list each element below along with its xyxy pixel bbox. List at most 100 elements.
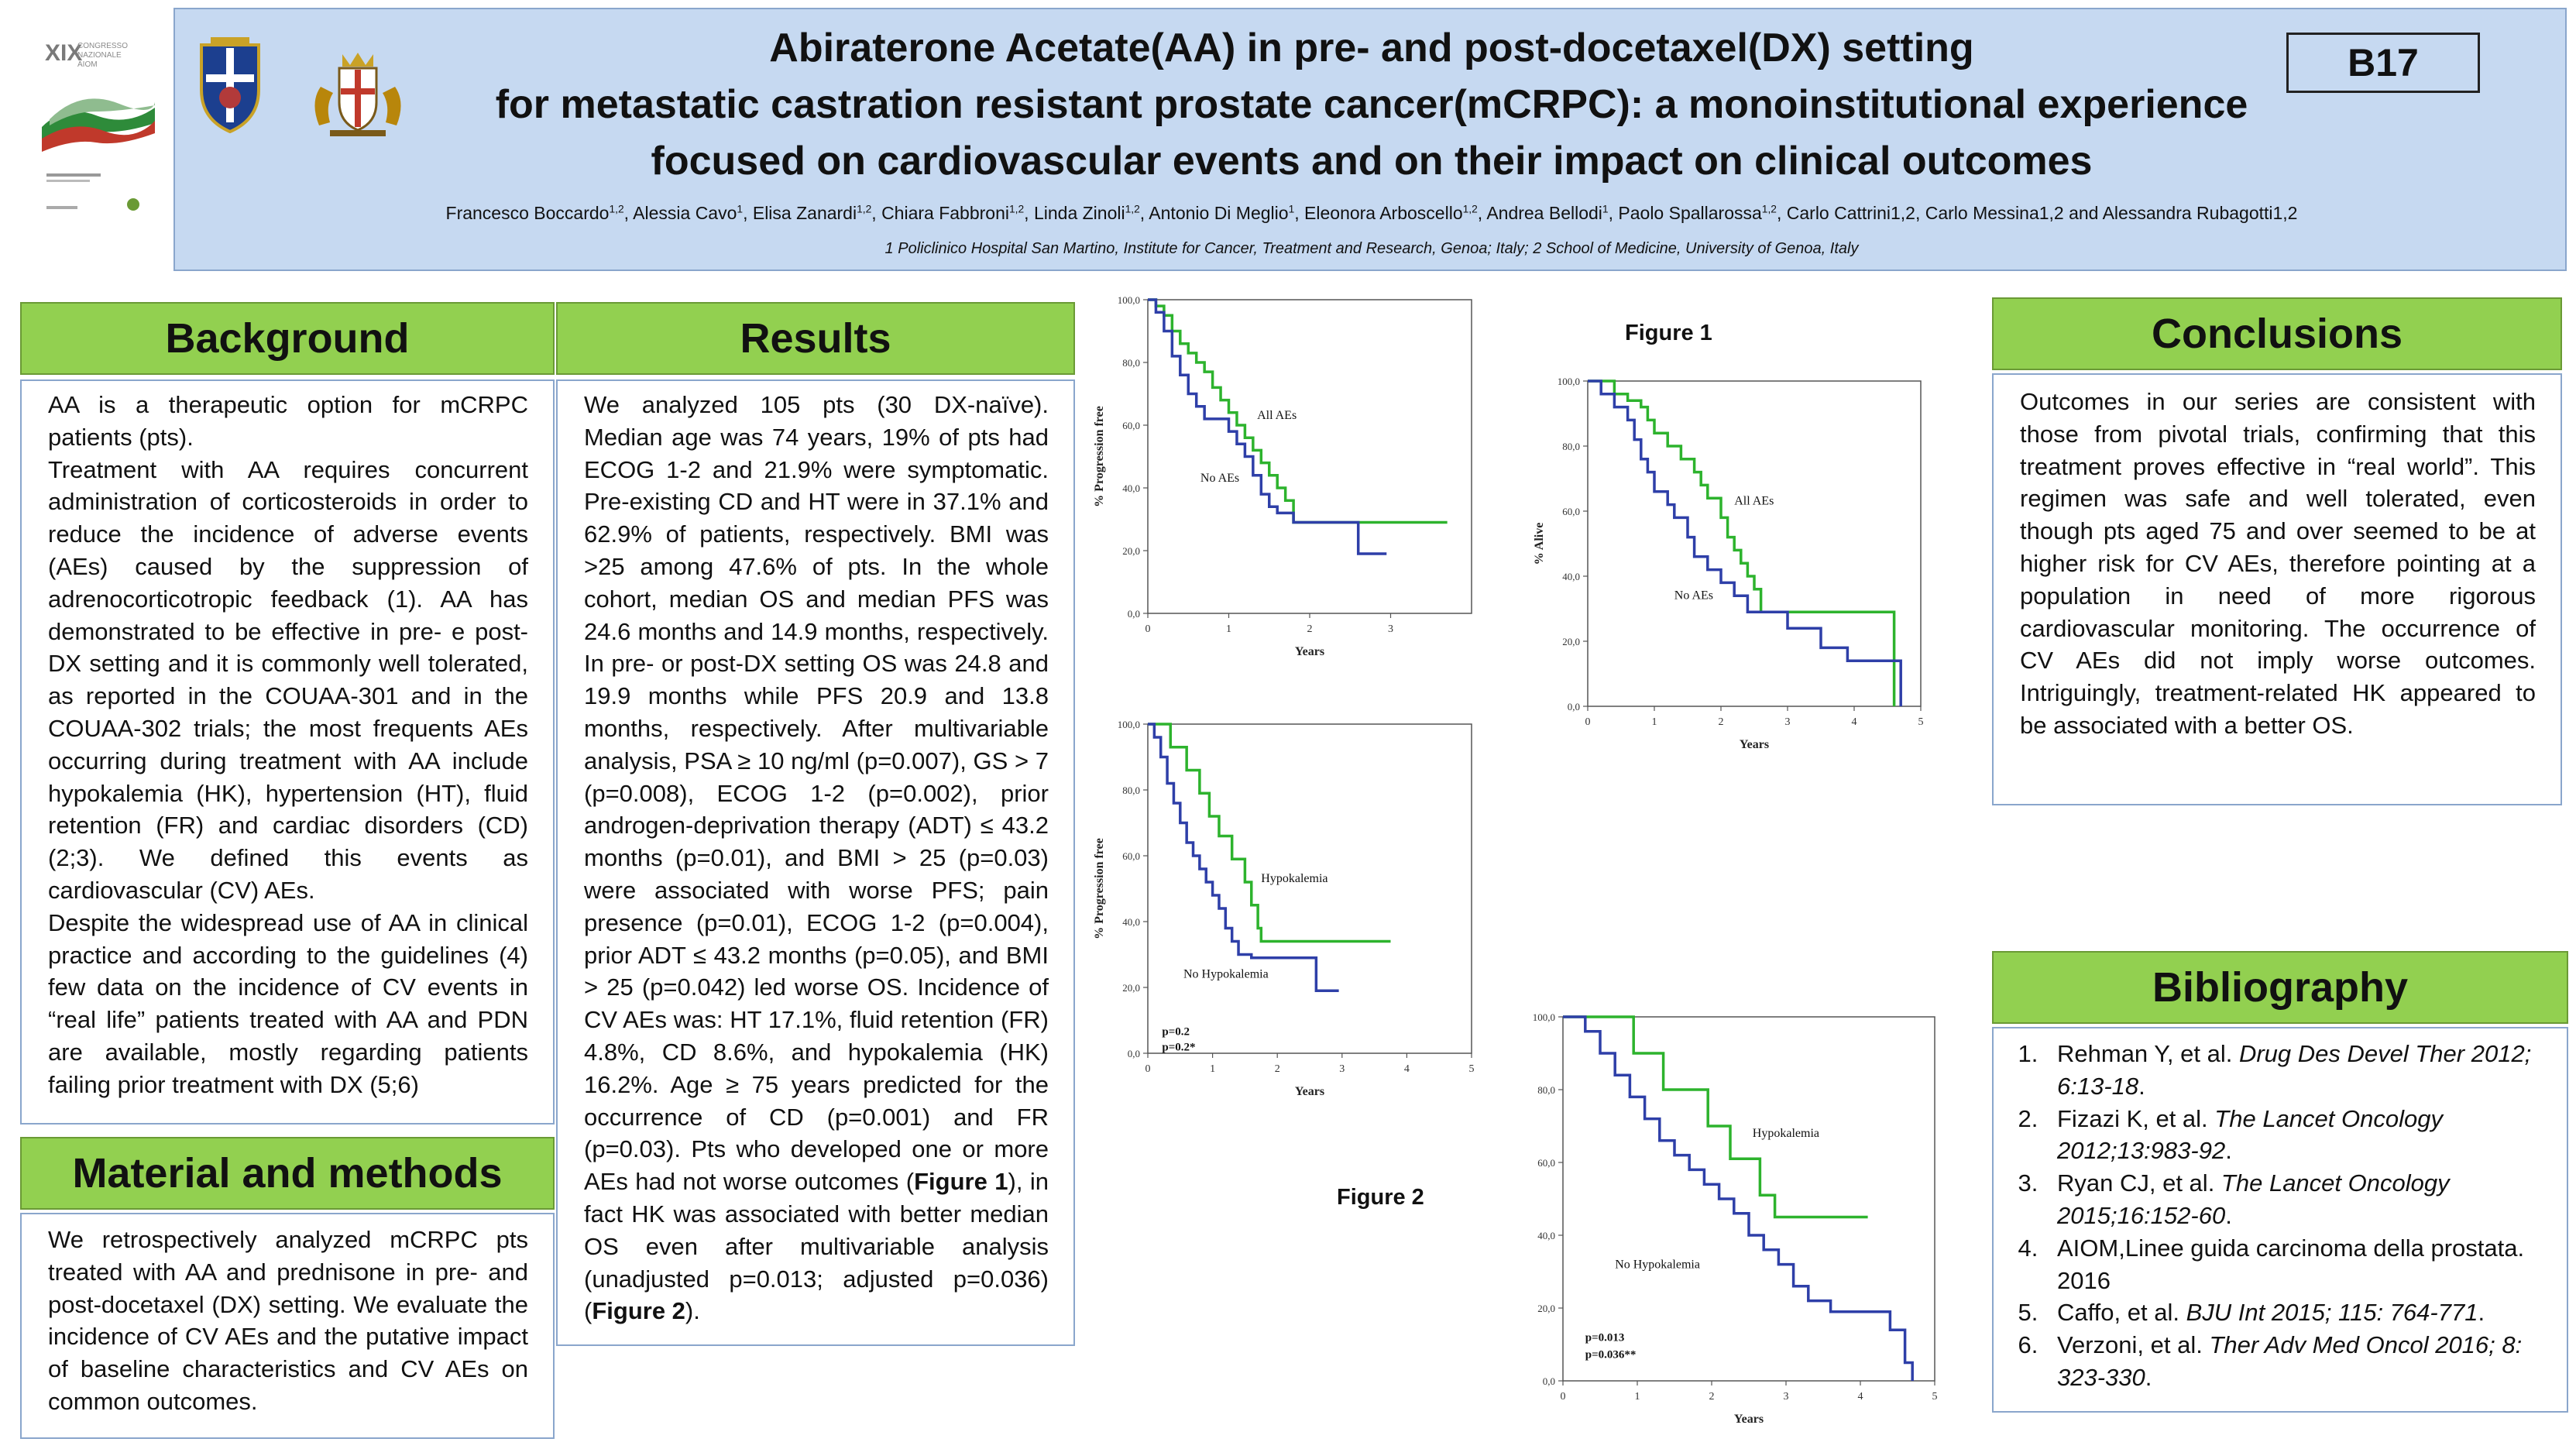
y-axis-label: % Alive: [1520, 1178, 1521, 1221]
x-tick-label: 2: [1307, 623, 1313, 635]
methods-heading: Material and methods: [20, 1137, 555, 1210]
series-label: No Hypokalemia: [1615, 1258, 1700, 1271]
x-tick-label: 4: [1852, 716, 1857, 728]
p-value-annotation: p=0.036**: [1585, 1348, 1637, 1361]
y-tick-label: 20,0: [1537, 1303, 1555, 1314]
p-value-annotation: p=0.013: [1585, 1331, 1625, 1344]
logo-text-1: XIX: [45, 40, 82, 66]
x-tick-label: 5: [1918, 716, 1924, 728]
bibliography-source: Ther Adv Med Oncol 2016; 8: 323-330: [2057, 1331, 2523, 1391]
poster-header: Abiraterone Acetate(AA) in pre- and post…: [173, 8, 2567, 271]
series-label: No Hypokalemia: [1183, 967, 1269, 980]
bibliography-item: Fizazi K, et al. The Lancet Oncology 201…: [2045, 1103, 2551, 1168]
methods-text: We retrospectively analyzed mCRPC pts tr…: [48, 1226, 528, 1415]
chart-os-hypokalemia: 0,0 20,0 40,0 60,0 80,0 100,0 0 1 2 3 4 5 Years % Ali…: [1508, 982, 1984, 1439]
y-tick-label: 60,0: [1122, 850, 1140, 862]
author-affiliation-index: 1,2: [1462, 203, 1478, 215]
y-tick-label: 0,0: [1568, 701, 1580, 712]
bibliography-tail: .: [2478, 1299, 2485, 1327]
y-tick-label: 80,0: [1122, 357, 1140, 369]
x-tick-label: 0: [1145, 1063, 1151, 1075]
survival-curve-blue: [1148, 723, 1339, 992]
author-name: Carlo Cattrini1,2: [1786, 203, 1915, 223]
bibliography-tail: .: [2225, 1201, 2232, 1229]
series-label: Hypokalemia: [1753, 1127, 1819, 1140]
bibliography-author: Ryan CJ, et al.: [2057, 1169, 2221, 1197]
author-affiliation-index: 1,2: [1008, 203, 1025, 215]
y-tick-label: 80,0: [1537, 1084, 1555, 1096]
series-label: Hypokalemia: [1261, 872, 1327, 885]
x-tick-label: 4: [1404, 1063, 1410, 1075]
chart-pfs-hypokalemia: 0,0 20,0 40,0 60,0 80,0 100,0 0 1 2 3 4 5 Years % Pro…: [1078, 705, 1527, 1131]
y-axis-label: % Progression free: [1093, 406, 1106, 507]
x-tick-label: 1: [1635, 1391, 1640, 1403]
figure-2-reference: Figure 2: [592, 1297, 685, 1325]
author-affiliation-index: 1: [1288, 203, 1295, 215]
background-paragraph: Treatment with AA requires concurrent ad…: [48, 455, 528, 904]
y-tick-label: 80,0: [1122, 785, 1140, 796]
x-tick-label: 3: [1388, 623, 1393, 635]
conclusions-heading: Conclusions: [1992, 297, 2562, 370]
author-affiliation-index: 1,2: [857, 203, 872, 215]
conclusions-text: Outcomes in our series are consistent wi…: [2020, 388, 2536, 739]
y-tick-label: 60,0: [1537, 1157, 1555, 1169]
x-tick-label: 0: [1145, 623, 1151, 635]
survival-curve-blue: [1148, 298, 1387, 555]
author-affiliation-index: 1,2: [609, 203, 624, 215]
bibliography-item: Verzoni, et al. Ther Adv Med Oncol 2016;…: [2045, 1329, 2551, 1394]
chart-os-aes: 0,0 20,0 40,0 60,0 80,0 100,0 0 1 2 3 4 5 Years % Ali…: [1533, 366, 1983, 780]
logo-text-3: NAZIONALE: [77, 51, 122, 60]
background-paragraph: Despite the widespread use of AA in clin…: [48, 908, 528, 1098]
author-name: Chiara Fabbroni: [881, 203, 1009, 223]
bibliography-panel: Rehman Y, et al. Drug Des Devel Ther 201…: [1992, 1027, 2568, 1413]
x-tick-label: 0: [1561, 1391, 1566, 1403]
bibliography-author: Caffo, et al.: [2057, 1299, 2186, 1327]
city-coat-of-arms: [307, 48, 409, 141]
background-panel: AA is a therapeutic option for mCRPC pat…: [20, 379, 555, 1125]
y-tick-label: 100,0: [1558, 376, 1580, 387]
author-affiliation-index: 1: [1602, 203, 1609, 215]
survival-curve-green: [1563, 1015, 1868, 1219]
y-tick-label: 0,0: [1543, 1375, 1555, 1387]
survival-curve-blue: [1588, 379, 1902, 706]
x-axis-label: Years: [1734, 1413, 1764, 1426]
background-paragraph: AA is a therapeutic option for mCRPC pat…: [48, 391, 528, 451]
methods-panel: We retrospectively analyzed mCRPC pts tr…: [20, 1213, 555, 1439]
x-axis-label: Years: [1295, 1085, 1324, 1098]
bibliography-item: Ryan CJ, et al. The Lancet Oncology 2015…: [2045, 1167, 2551, 1232]
p-value-annotation: p=0.2: [1162, 1026, 1190, 1039]
y-tick-label: 80,0: [1562, 441, 1580, 452]
affiliations: 1 Policlinico Hospital San Martino, Inst…: [884, 240, 1859, 257]
y-tick-label: 60,0: [1122, 420, 1140, 431]
bibliography-source: Drug Des Devel Ther 2012; 6:13-18: [2057, 1040, 2532, 1100]
series-label: All AEs: [1257, 409, 1297, 422]
bibliography-author: Rehman Y, et al.: [2057, 1040, 2239, 1067]
plot-frame: [1587, 380, 1922, 707]
author-name: Eleonora Arboscello: [1304, 203, 1463, 223]
university-shield-emblem: [198, 36, 262, 134]
plot-frame: [1562, 1016, 1935, 1382]
x-axis-label: Years: [1295, 645, 1324, 658]
plot-frame: [1147, 723, 1472, 1054]
survival-curve-green: [1588, 379, 1896, 706]
x-tick-label: 1: [1652, 716, 1657, 728]
background-text: AA is a therapeutic option for mCRPC pat…: [48, 389, 528, 1101]
results-heading: Results: [556, 302, 1075, 375]
bibliography-source: The Lancet Oncology 2012;13:983-92: [2057, 1104, 2443, 1165]
x-tick-label: 3: [1785, 716, 1791, 728]
figure-2-label: Figure 2: [1337, 1185, 1424, 1210]
y-axis-label: % Alive: [1534, 523, 1546, 565]
author-name: Carlo Messina1,2 and Alessandra Rubagott…: [1925, 203, 2298, 223]
author-name: Linda Zinoli: [1033, 203, 1125, 223]
author-name: Alessia Cavo: [633, 203, 737, 223]
author-affiliation-index: 1,2: [1761, 203, 1777, 215]
background-heading: Background: [20, 302, 555, 375]
x-tick-label: 4: [1858, 1391, 1863, 1403]
y-tick-label: 40,0: [1537, 1230, 1555, 1241]
bibliography-author: AIOM,Linee guida carcinoma della prostat…: [2057, 1234, 2525, 1294]
bibliography-tail: .: [2145, 1363, 2152, 1391]
bibliography-heading: Bibliography: [1992, 951, 2568, 1024]
x-tick-label: 0: [1585, 716, 1591, 728]
y-tick-label: 20,0: [1562, 636, 1580, 647]
x-tick-label: 5: [1932, 1391, 1938, 1403]
